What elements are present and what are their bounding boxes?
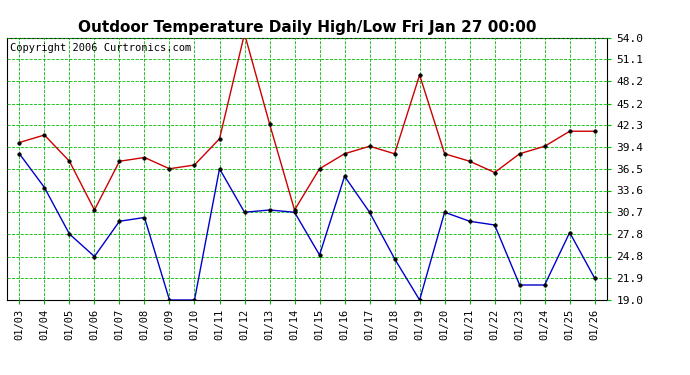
Title: Outdoor Temperature Daily High/Low Fri Jan 27 00:00: Outdoor Temperature Daily High/Low Fri J… <box>78 20 536 35</box>
Text: Copyright 2006 Curtronics.com: Copyright 2006 Curtronics.com <box>10 43 191 53</box>
